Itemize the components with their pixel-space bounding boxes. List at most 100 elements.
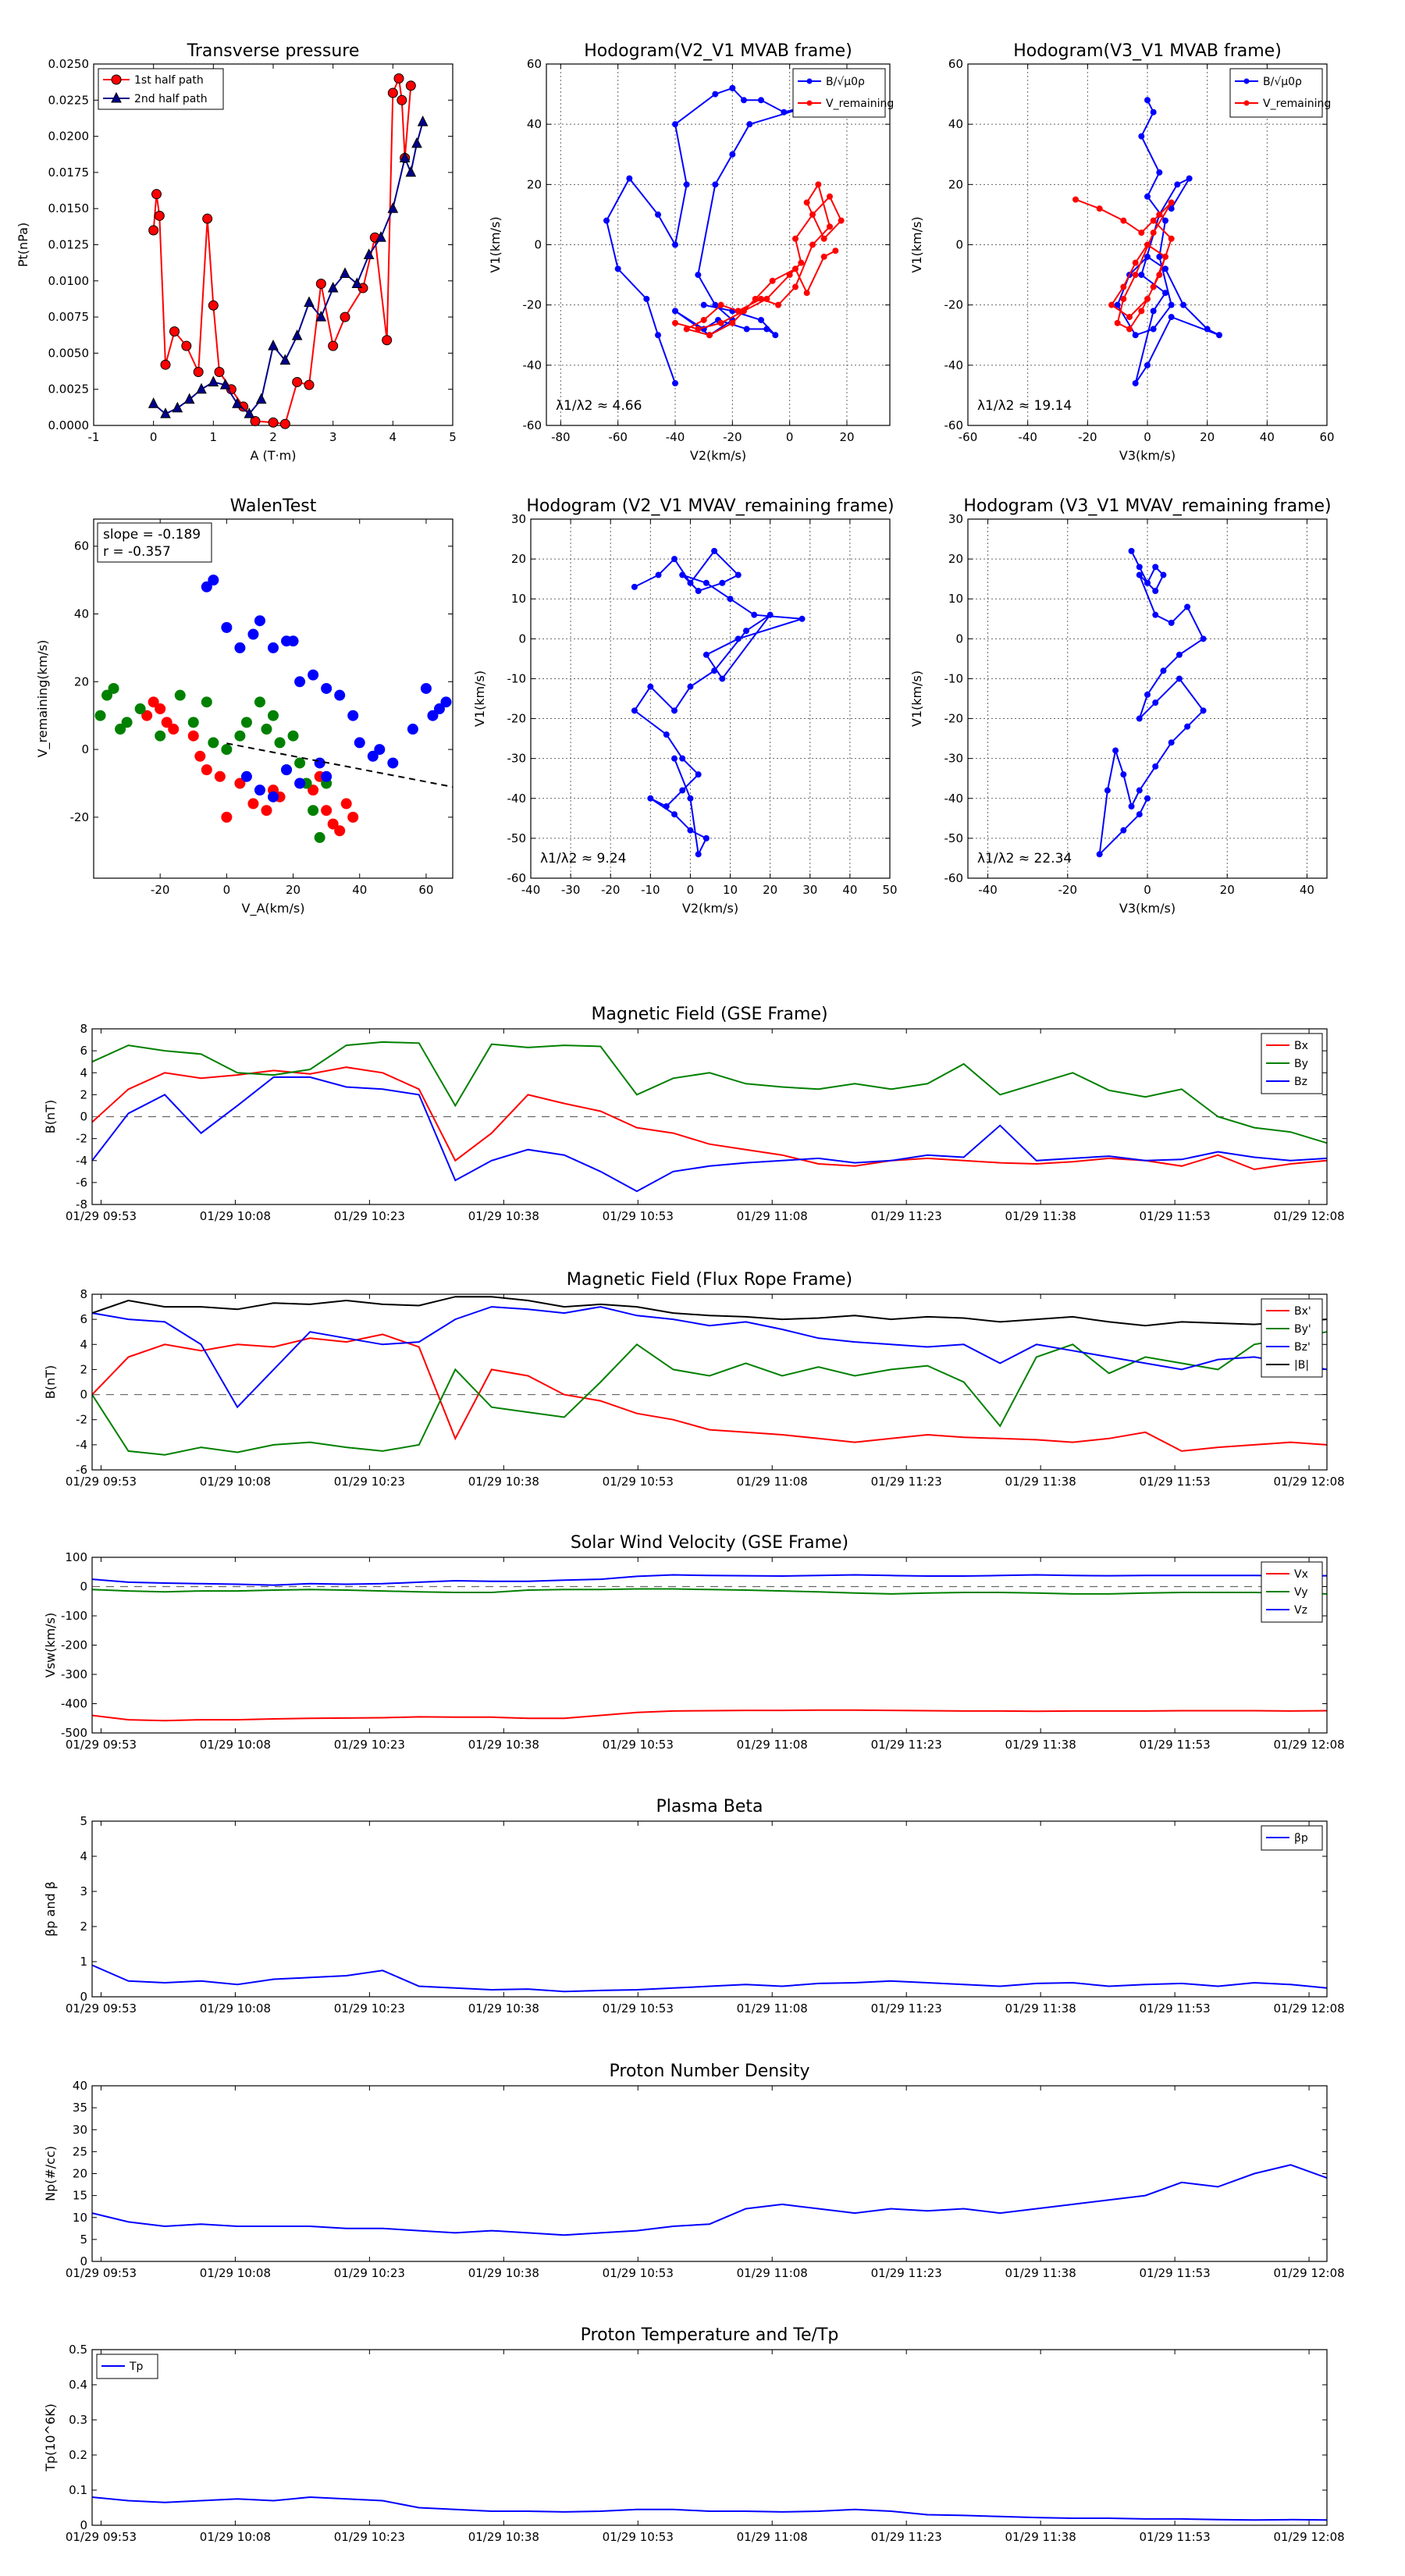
walen-test-panel: -20 0 20 40 60 -20 0 20 40 60 WalenTest V_A(km/s) V_… (35, 496, 454, 916)
walen-test-ytick-label: 0 (81, 742, 89, 756)
plasma-beta-ytick-label: 5 (80, 1814, 87, 1828)
hodogram-mvab-v2-point (792, 235, 799, 242)
proton-density-xtick-label: 01/29 12:08 (1273, 2266, 1344, 2280)
walen-stats-box (97, 522, 212, 563)
tp-point-triangle (279, 354, 291, 365)
tp-point-circle (397, 94, 407, 105)
plasma-beta-ytick-label: 4 (80, 1849, 87, 1863)
hodogram-mvab-v3-point (1144, 361, 1151, 368)
hodogram-mvav-v2-point (702, 579, 710, 586)
hodogram-mvab-v3-point (1150, 109, 1157, 116)
tp-point-triangle (340, 267, 350, 279)
plasma-beta-ytick-label: 0 (80, 1990, 87, 2004)
hodogram-mvav-v3-point (1144, 579, 1151, 586)
hodogram-mvab-v3-point (1120, 217, 1127, 224)
hodogram-mvav-v2-point (679, 571, 686, 578)
legend-box (792, 68, 886, 118)
hodogram-mvav-v2-xtick-label: -40 (521, 883, 541, 897)
hodogram-mvab-v2-point (643, 295, 650, 302)
hodogram-mvav-v2-xlabel: V2(km/s) (682, 901, 738, 916)
mag-flux-rope-ytick-label: 2 (80, 1362, 87, 1376)
hodogram-mvav-v3-point (1144, 691, 1151, 698)
walen-point (208, 737, 219, 749)
hodogram-mvav-v3-point (1120, 771, 1127, 778)
walen-point (268, 642, 279, 653)
proton-temperature-panel: 01/29 09:53 01/29 10:08 01/29 10:23 01/29 1… (43, 2325, 1345, 2544)
transverse-pressure-xtick-label: 5 (449, 430, 457, 444)
mag-flux-rope-series-line (91, 1306, 1328, 1409)
walen-point (254, 696, 265, 708)
proton-density-xtick-label: 01/29 10:53 (603, 2266, 674, 2280)
hodogram-mvab-v3-point (1174, 181, 1181, 188)
plasma-beta-frame (91, 1820, 1328, 1998)
walen-r-label: r = -0.357 (103, 544, 171, 560)
hodogram-mvab-v3-point (1162, 217, 1168, 224)
legend-label: |B| (1294, 1359, 1309, 1372)
walen-test-ytick-label: 60 (74, 539, 89, 553)
hodogram-mvab-v2-point (712, 301, 719, 308)
tp-point-circle (214, 366, 225, 377)
hodogram-mvab-v3-point (1132, 379, 1139, 386)
proton-density-ytick-label: 0 (80, 2254, 87, 2268)
solar-wind-velocity-ytick-label: 0 (80, 1580, 87, 1594)
hodogram-mvav-v2-ytick-label: -60 (507, 871, 527, 885)
hodogram-mvav-v2-ytick-label: -20 (507, 712, 527, 726)
walen-test-frame (93, 518, 454, 879)
hodogram-mvav-v3-point (1128, 547, 1135, 554)
legend-label: B/√μ0ρ (1263, 76, 1302, 88)
hodogram-mvab-v2-point (672, 241, 678, 248)
legend-box (1229, 68, 1323, 118)
walen-point (247, 628, 259, 640)
hodogram-mvab-v3-point (1204, 326, 1211, 333)
walen-point (187, 730, 199, 742)
hodogram-mvab-v2-point (772, 332, 779, 339)
hodogram-mvav-v2-point (671, 707, 678, 714)
hodogram-mvab-v3-legend: B/√μ0ρ V_remaining (1229, 68, 1331, 118)
walen-point (347, 710, 359, 721)
hodogram-mvav-v3-xtick-label: 20 (1220, 883, 1235, 897)
walen-point (101, 689, 113, 701)
tp-point-triangle (268, 340, 279, 350)
proton-density-xtick-label: 01/29 11:23 (871, 2266, 942, 2280)
hodogram-mvab-v2-xtick-label: -60 (608, 430, 628, 444)
solar-wind-velocity-xtick-label: 01/29 10:23 (334, 1738, 405, 1752)
hodogram-mvab-v2-point (626, 175, 633, 182)
tp-point-triangle (411, 137, 422, 148)
mag-gse-xtick-label: 01/29 10:23 (334, 1209, 405, 1223)
proton-temperature-ytick-label: 0.1 (69, 2483, 87, 2497)
hodogram-mvab-v3-point (1156, 211, 1163, 218)
hodogram-mvab-v2-xtick-label: -20 (723, 430, 742, 444)
proton-temperature-xtick-label: 01/29 10:23 (334, 2530, 405, 2544)
plasma-beta-ytick-label: 3 (80, 1884, 87, 1898)
proton-temperature-legend: Tp (96, 2354, 158, 2379)
hodogram-mvab-v2-point (798, 259, 805, 266)
mag-gse-panel: 01/29 09:53 01/29 10:08 01/29 10:23 01/29 1… (43, 1005, 1345, 1223)
proton-density-xtick-label: 01/29 11:08 (737, 2266, 808, 2280)
walen-point (168, 724, 180, 735)
legend-label: V_remaining (826, 98, 894, 110)
hodogram-mvav-v2-xtick-label: 50 (882, 883, 897, 897)
proton-temperature-ytick-label: 0.4 (69, 2378, 87, 2392)
legend-label: Vx (1294, 1568, 1308, 1581)
mag-gse-xtick-label: 01/29 10:08 (200, 1209, 271, 1223)
walen-point (201, 696, 212, 708)
hodogram-mvab-v3-xtick-label: -40 (1018, 430, 1037, 444)
tp-point-circle (292, 376, 303, 387)
hodogram-mvab-v2-panel: -80 -60 -40 -20 0 20 -60 -40 -20 0 20 40 60 Hodogram(… (488, 41, 894, 463)
walen-test-xtick-label: 60 (418, 883, 433, 897)
hodogram-mvab-v3-point (1114, 301, 1121, 308)
legend-marker (111, 91, 122, 103)
hodogram-mvab-v2-point (769, 277, 776, 284)
plasma-beta-xtick-label: 01/29 11:53 (1139, 2001, 1210, 2016)
hodogram-mvab-v3-ytick-label: -40 (944, 358, 964, 372)
walen-point (308, 805, 319, 817)
walen-point (433, 703, 445, 715)
proton-temperature-ytick-label: 0.2 (69, 2448, 87, 2462)
solar-wind-velocity-ytick-label: -400 (61, 1697, 87, 1711)
hodogram-mvav-v3-point (1160, 571, 1167, 578)
mag-flux-rope-xtick-label: 01/29 10:38 (468, 1475, 539, 1489)
proton-temperature-xtick-label: 01/29 11:38 (1005, 2530, 1076, 2544)
mag-flux-rope-ytick-label: 4 (80, 1337, 87, 1351)
hodogram-mvab-v3-point (1138, 133, 1145, 140)
mag-flux-rope-xtick-label: 01/29 11:53 (1139, 1475, 1210, 1489)
